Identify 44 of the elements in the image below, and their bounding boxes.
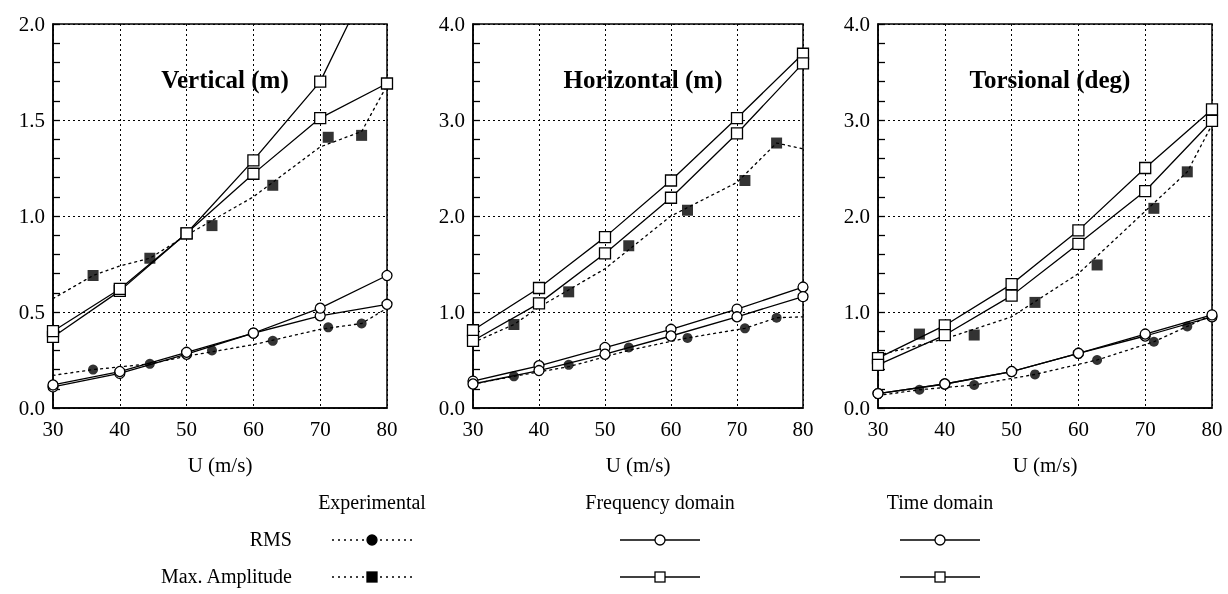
x-tick-label: 30 (867, 416, 889, 441)
y-tick-label: 0.0 (438, 396, 465, 420)
x-tick-label: 60 (242, 416, 264, 441)
y-tick-label: 2.0 (438, 204, 465, 228)
x-tick-label: 50 (594, 416, 616, 441)
x-tick-label: 50 (1001, 416, 1023, 441)
x-tick-label: 40 (528, 416, 550, 441)
x-tick-label: 60 (660, 416, 682, 441)
text: Vertical (m) (161, 66, 289, 94)
y-tick-label: 0.5 (18, 300, 45, 324)
y-tick-label: 0.0 (18, 396, 45, 420)
y-tick-label: 2.0 (18, 12, 45, 36)
x-tick-label: 50 (176, 416, 198, 441)
text: Torsional (deg) (969, 66, 1131, 94)
x-tick-label: 70 (726, 416, 748, 441)
x-axis-title: U (m/s) (605, 452, 671, 477)
y-tick-label: 0.0 (843, 396, 870, 420)
text: Time domain (886, 491, 994, 514)
y-tick-label: 1.0 (843, 300, 870, 324)
y-tick-label: 3.0 (843, 108, 870, 132)
y-tick-label: 1.0 (438, 300, 465, 324)
x-axis-title: U (m/s) (1012, 452, 1078, 477)
x-tick-label: 80 (1201, 416, 1223, 441)
y-tick-label: 4.0 (843, 12, 870, 36)
y-tick-label: 2.0 (843, 204, 870, 228)
y-tick-label: 3.0 (438, 108, 465, 132)
text: RMS (249, 528, 292, 551)
y-tick-label: 1.0 (18, 204, 45, 228)
x-tick-label: 40 (934, 416, 956, 441)
x-tick-label: 70 (1134, 416, 1156, 441)
y-tick-label: 1.5 (18, 108, 45, 132)
x-tick-label: 30 (42, 416, 64, 441)
x-tick-label: 40 (109, 416, 131, 441)
x-tick-label: 80 (792, 416, 814, 441)
x-tick-label: 80 (376, 416, 398, 441)
text: Horizontal (m) (563, 66, 723, 94)
x-tick-label: 60 (1067, 416, 1089, 441)
text: Max. Amplitude (160, 565, 292, 588)
x-axis-title: U (m/s) (187, 452, 253, 477)
text: Experimental (318, 491, 426, 514)
x-tick-label: 30 (462, 416, 484, 441)
text: Frequency domain (585, 491, 735, 514)
y-tick-label: 4.0 (438, 12, 465, 36)
x-tick-label: 70 (309, 416, 331, 441)
